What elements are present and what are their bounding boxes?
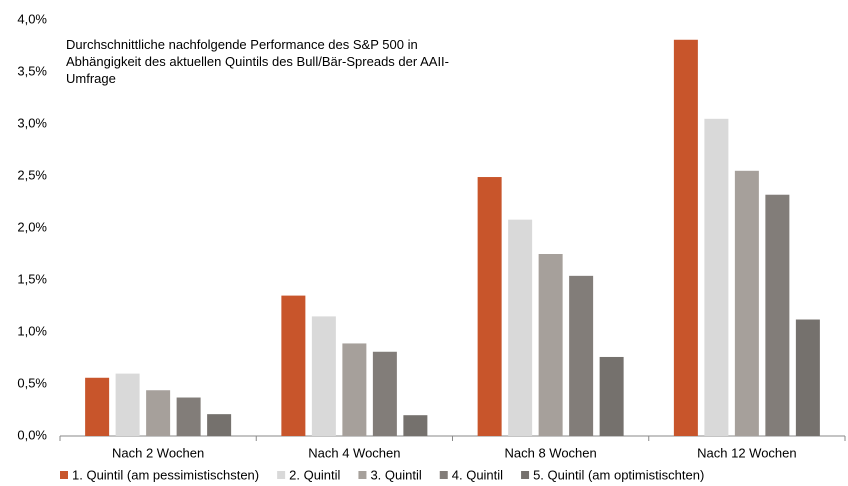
bar — [673, 39, 698, 436]
bar — [795, 319, 820, 436]
legend-swatch — [358, 471, 367, 479]
bar — [85, 377, 110, 436]
legend-label: 3. Quintil — [370, 467, 421, 482]
bar — [342, 343, 367, 436]
y-tick-label: 2,0% — [17, 219, 47, 234]
x-tick-label: Nach 8 Wochen — [504, 445, 596, 460]
bar — [599, 356, 624, 436]
legend-swatch — [521, 471, 530, 479]
bar — [704, 118, 729, 437]
x-tick-label: Nach 12 Wochen — [697, 445, 797, 460]
legend-label: 4. Quintil — [452, 467, 503, 482]
legend-label: 1. Quintil (am pessimistischsten) — [72, 467, 259, 482]
legend-swatch — [60, 471, 68, 479]
y-tick-label: 0,0% — [17, 427, 47, 442]
y-tick-label: 1,0% — [17, 323, 47, 338]
legend-label: 5. Quintil (am optimistischten) — [533, 467, 704, 482]
bar — [508, 219, 533, 436]
chart-title: Durchschnittliche nachfolgende Performan… — [66, 37, 449, 86]
y-tick-label: 3,5% — [17, 63, 47, 78]
bar — [146, 390, 171, 436]
y-tick-label: 1,5% — [17, 271, 47, 286]
y-tick-label: 3,0% — [17, 115, 47, 130]
y-tick-label: 4,0% — [17, 11, 47, 26]
x-tick-label: Nach 2 Wochen — [112, 445, 204, 460]
bar — [176, 397, 201, 436]
bar — [207, 414, 232, 436]
legend-swatch — [439, 471, 448, 479]
bar — [734, 170, 759, 437]
bar — [538, 254, 563, 436]
bar — [403, 415, 428, 436]
legend-label: 2. Quintil — [289, 467, 340, 482]
legend-swatch — [277, 471, 286, 479]
bar — [281, 295, 306, 436]
bar — [765, 194, 790, 436]
x-tick-label: Nach 4 Wochen — [308, 445, 400, 460]
bar — [115, 373, 140, 436]
bar — [372, 351, 397, 436]
bar — [311, 316, 336, 436]
y-tick-label: 0,5% — [17, 375, 47, 390]
bar — [569, 275, 594, 436]
bar — [477, 177, 502, 437]
y-tick-label: 2,5% — [17, 167, 47, 182]
